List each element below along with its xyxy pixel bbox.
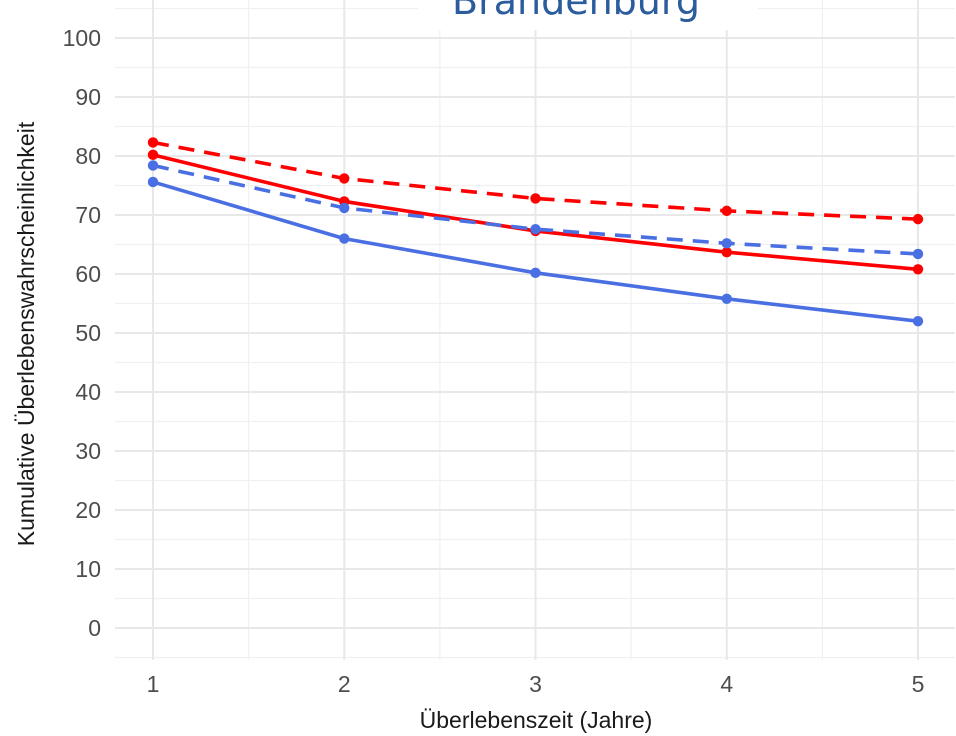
series-point <box>912 316 924 327</box>
series-point <box>147 149 159 161</box>
series-point <box>147 137 159 148</box>
y-tick-label: 100 <box>63 25 101 51</box>
series-point <box>721 293 732 304</box>
y-tick-label: 10 <box>75 556 101 582</box>
series-point <box>912 213 924 225</box>
series-point <box>912 248 924 260</box>
y-tick-label: 30 <box>75 438 101 464</box>
y-axis-title: Kumulative Überlebenswahrscheinlichkeit <box>13 121 39 546</box>
series-group <box>147 176 924 327</box>
y-axis-tick-labels: 0 10 20 30 40 50 60 70 80 90 100 <box>63 25 101 641</box>
y-tick-label: 70 <box>75 202 101 228</box>
y-tick-label: 20 <box>75 497 101 523</box>
y-tick-label: 40 <box>75 379 101 405</box>
x-axis-title: Überlebenszeit (Jahre) <box>420 707 653 733</box>
series-layer <box>147 137 924 327</box>
series-point <box>721 238 732 249</box>
x-tick-label: 3 <box>529 671 542 697</box>
x-tick-label: 5 <box>912 671 925 697</box>
major-gridlines <box>115 0 955 660</box>
y-tick-label: 0 <box>88 615 101 641</box>
series-line <box>152 163 919 256</box>
series-point <box>721 246 732 258</box>
series-point <box>530 223 541 235</box>
series-point <box>530 193 541 204</box>
series-point <box>147 176 159 188</box>
series-point <box>339 173 350 184</box>
series-point <box>530 267 541 279</box>
series-point <box>721 205 732 217</box>
y-tick-label: 50 <box>75 320 101 346</box>
x-tick-label: 1 <box>147 671 160 697</box>
chart-title: Brandenburg <box>452 0 700 23</box>
series-point <box>912 264 924 275</box>
series-point <box>147 160 159 171</box>
x-axis-tick-labels: 1 2 3 4 5 <box>147 671 925 697</box>
series-point <box>339 233 350 244</box>
y-tick-label: 90 <box>75 84 101 110</box>
chart-title-group: Brandenburg <box>418 0 758 30</box>
x-tick-label: 4 <box>720 671 733 697</box>
series-group <box>147 137 924 225</box>
chart-title-background <box>418 0 758 30</box>
y-tick-label: 60 <box>75 261 101 287</box>
x-tick-label: 2 <box>338 671 351 697</box>
series-group <box>147 160 924 260</box>
series-point <box>339 202 350 214</box>
y-tick-label: 80 <box>75 143 101 169</box>
